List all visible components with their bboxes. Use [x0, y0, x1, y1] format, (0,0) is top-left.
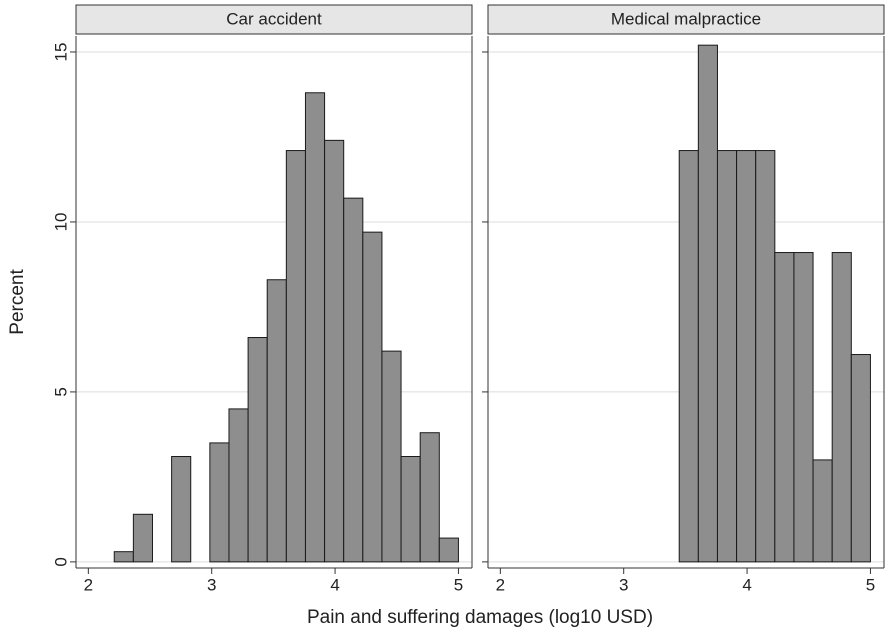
bar [793, 252, 814, 563]
bar [400, 456, 421, 563]
bar [209, 442, 230, 563]
bar [812, 459, 833, 563]
bar [678, 150, 699, 563]
bar [113, 551, 134, 563]
panel-title: Medical malpractice [611, 9, 761, 28]
bar [716, 150, 738, 563]
bar [419, 432, 440, 563]
bar [343, 197, 364, 563]
bar [362, 231, 383, 563]
y-tick-label: 15 [51, 43, 70, 62]
bar [438, 537, 459, 563]
bar [247, 337, 268, 563]
bar [831, 252, 852, 563]
y-tick-label: 5 [51, 387, 70, 396]
y-tick-label: 10 [51, 212, 70, 231]
x-tick-label: 3 [207, 575, 216, 594]
bar [228, 408, 249, 563]
x-axis-label: Pain and suffering damages (log10 USD) [307, 607, 653, 628]
bar [774, 252, 795, 563]
y-axis-label: Percent [7, 269, 28, 335]
bar [285, 150, 306, 563]
x-tick-label: 5 [454, 575, 463, 594]
bar [755, 150, 776, 563]
y-tick-label: 0 [51, 557, 70, 566]
strip [75, 4, 473, 35]
bar [697, 44, 718, 563]
bar [132, 513, 153, 563]
x-tick-label: 4 [742, 575, 751, 594]
bar [850, 354, 871, 563]
bar [304, 92, 326, 563]
x-tick-label: 3 [619, 575, 628, 594]
bar [324, 139, 345, 563]
bar [171, 456, 192, 563]
bar [266, 279, 287, 563]
strip [487, 4, 885, 35]
bar [736, 150, 757, 563]
x-tick-label: 2 [496, 575, 505, 594]
x-tick-label: 5 [866, 575, 875, 594]
bar [381, 350, 402, 563]
panel-title: Car accident [226, 9, 322, 28]
x-tick-label: 2 [84, 575, 93, 594]
x-tick-label: 4 [330, 575, 339, 594]
